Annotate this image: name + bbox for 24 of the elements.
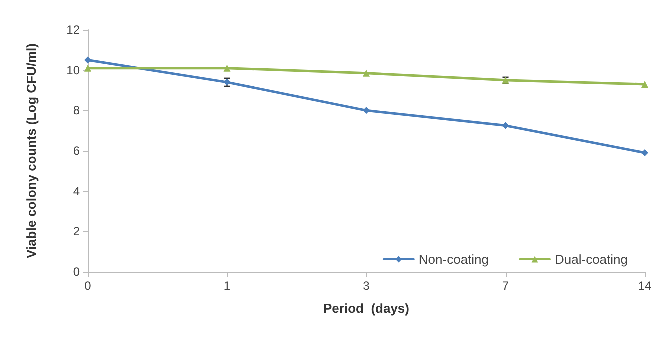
y-tick-label: 6 (73, 144, 80, 158)
y-tick-label: 2 (73, 224, 80, 239)
y-axis-title: Viable colony counts (Log CFU/ml) (24, 44, 39, 258)
point (84, 64, 92, 72)
legend-label: Dual-coating (555, 252, 628, 267)
point (363, 107, 370, 114)
x-tick-label: 14 (638, 279, 652, 293)
y-tick-label: 4 (73, 184, 80, 198)
x-tick-label: 3 (363, 279, 370, 293)
y-tick-label: 0 (73, 265, 80, 279)
point (84, 56, 92, 64)
x-tick-label: 7 (502, 279, 510, 293)
x-axis-title: Period (days) (324, 301, 410, 316)
y-tick-label: 12 (66, 23, 80, 37)
point (642, 150, 648, 157)
point (363, 70, 370, 77)
x-tick-label: 1 (224, 279, 231, 293)
point (642, 80, 648, 88)
legend-label: Non-coating (418, 252, 490, 267)
point (224, 64, 231, 72)
x-tick-label: 0 (84, 279, 92, 293)
point (502, 122, 510, 130)
y-tick-label: 10 (66, 63, 80, 78)
y-tick-label: 8 (73, 104, 80, 118)
